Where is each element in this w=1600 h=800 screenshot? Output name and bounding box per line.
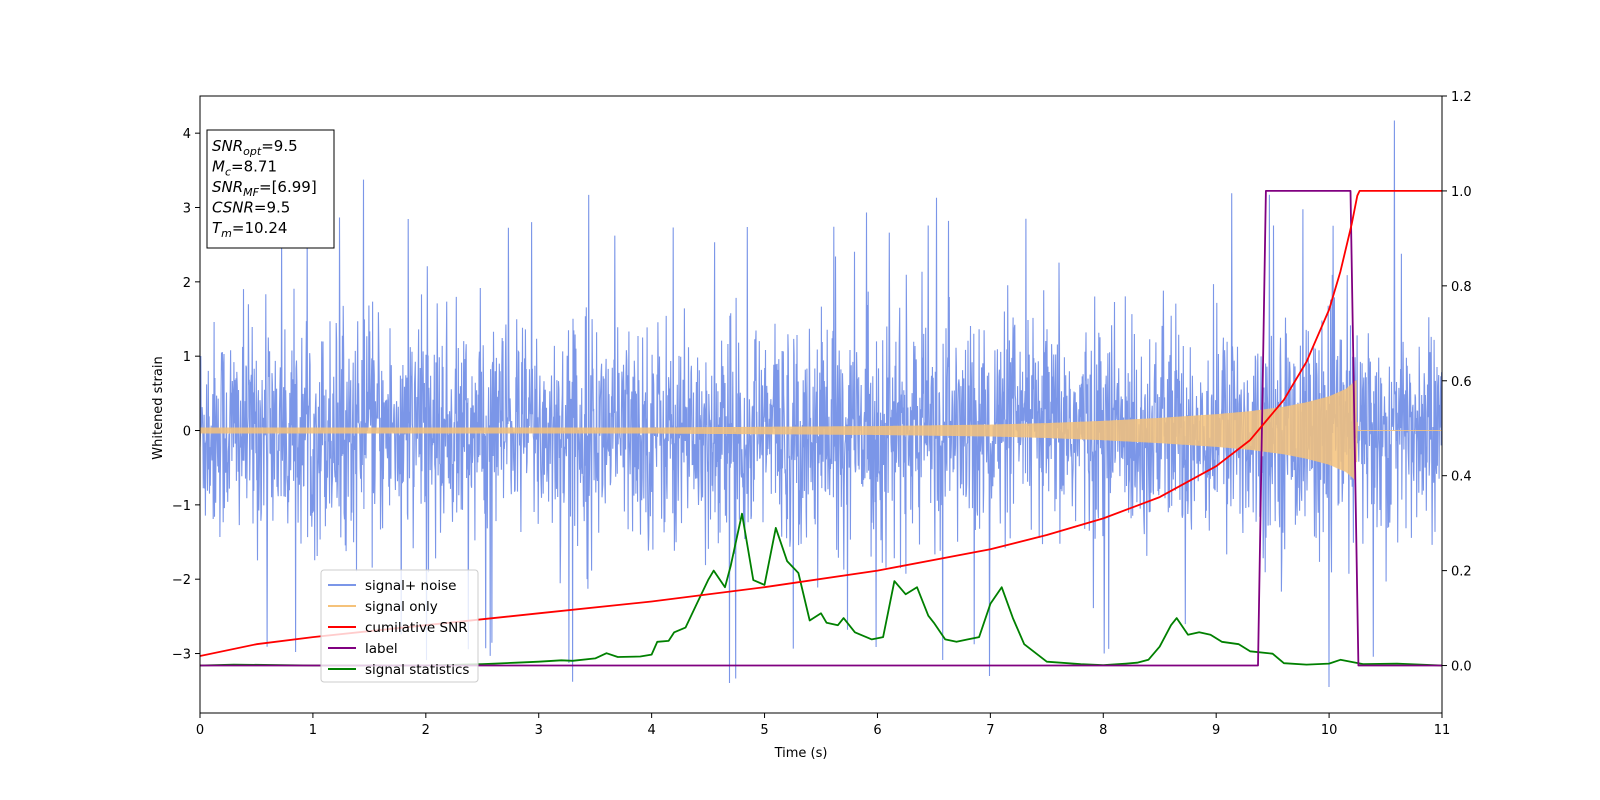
info-line: Tm=10.24 bbox=[212, 219, 287, 240]
y-tick-label-left: 2 bbox=[183, 276, 191, 291]
legend-entry: cumilative SNR bbox=[365, 620, 468, 636]
y-tick-label-right: 1.0 bbox=[1451, 185, 1472, 200]
legend: signal+ noise signal only cumilative SNR la… bbox=[320, 569, 479, 683]
x-tick-label: 1 bbox=[309, 723, 317, 738]
y-tick-label-left: 0 bbox=[183, 425, 191, 440]
info-symbol: CSNR bbox=[212, 199, 254, 217]
info-value: =10.24 bbox=[232, 219, 288, 237]
series-signal-only bbox=[200, 380, 1442, 481]
y-tick-label-left: 1 bbox=[183, 350, 191, 365]
y-tick-label-right: 0.0 bbox=[1451, 660, 1472, 675]
info-line: CSNR=9.5 bbox=[212, 199, 290, 217]
series-label bbox=[200, 190, 1442, 667]
info-value: =8.71 bbox=[231, 158, 277, 176]
y-tick-label-right: 0.8 bbox=[1451, 280, 1472, 295]
info-box: SNRopt=9.5Mc=8.71SNRMF=[6.99]CSNR=9.5Tm=… bbox=[206, 129, 335, 249]
y-tick-label-right: 1.2 bbox=[1451, 90, 1472, 105]
axis-ticks: 0 1 2 3 4 5 6 7 8 9 10 11 −3 −2 −1 0 1 2 3 4 0.0 0.2 0.4 0.6 0.8… bbox=[172, 90, 1472, 738]
axes-border bbox=[199, 95, 1443, 714]
info-subscript: c bbox=[225, 166, 231, 179]
x-tick-label: 5 bbox=[760, 723, 768, 738]
y-tick-label-left: 3 bbox=[183, 202, 191, 217]
x-tick-label: 8 bbox=[1099, 723, 1107, 738]
legend-entry: signal only bbox=[365, 599, 438, 615]
legend-entry: signal statistics bbox=[365, 662, 469, 678]
x-tick-label: 2 bbox=[422, 723, 430, 738]
info-line: SNRopt=9.5 bbox=[212, 137, 298, 158]
y-tick-label-right: 0.2 bbox=[1451, 565, 1472, 580]
info-subscript: opt bbox=[243, 145, 262, 158]
info-value: =[6.99] bbox=[259, 178, 317, 196]
y-tick-label-right: 0.6 bbox=[1451, 375, 1472, 390]
info-subscript: m bbox=[221, 227, 232, 240]
legend-entry: signal+ noise bbox=[365, 578, 456, 594]
y-axis-label-left: Whitened strain bbox=[151, 356, 166, 459]
x-tick-label: 10 bbox=[1321, 723, 1338, 738]
info-line: Mc=8.71 bbox=[212, 158, 277, 179]
info-box-frame bbox=[206, 129, 335, 249]
info-value: =9.5 bbox=[261, 137, 297, 155]
x-tick-label: 0 bbox=[196, 723, 204, 738]
x-axis-label: Time (s) bbox=[774, 746, 828, 761]
info-symbol: SNR bbox=[212, 137, 243, 155]
x-tick-label: 7 bbox=[986, 723, 994, 738]
y-tick-label-left: −3 bbox=[172, 648, 191, 663]
y-tick-label-left: −2 bbox=[172, 573, 191, 588]
x-tick-label: 4 bbox=[647, 723, 655, 738]
plot-area bbox=[200, 120, 1442, 688]
series-signal-statistics bbox=[200, 512, 1442, 667]
y-tick-label-right: 0.4 bbox=[1451, 470, 1472, 485]
x-tick-label: 3 bbox=[535, 723, 543, 738]
x-tick-label: 9 bbox=[1212, 723, 1220, 738]
x-tick-label: 6 bbox=[873, 723, 881, 738]
series-cumulative-snr bbox=[200, 190, 1442, 657]
legend-frame bbox=[320, 569, 479, 683]
info-line: SNRMF=[6.99] bbox=[212, 178, 317, 199]
info-symbol: M bbox=[212, 158, 225, 176]
axes-frame bbox=[199, 95, 1443, 714]
y-tick-label-left: 4 bbox=[183, 127, 191, 142]
y-tick-label-left: −1 bbox=[172, 499, 191, 514]
info-value: =9.5 bbox=[254, 199, 290, 217]
legend-entry: label bbox=[365, 641, 398, 657]
info-symbol: SNR bbox=[212, 178, 243, 196]
info-symbol: T bbox=[212, 219, 223, 237]
info-subscript: MF bbox=[243, 186, 259, 199]
x-tick-label: 11 bbox=[1434, 723, 1451, 738]
